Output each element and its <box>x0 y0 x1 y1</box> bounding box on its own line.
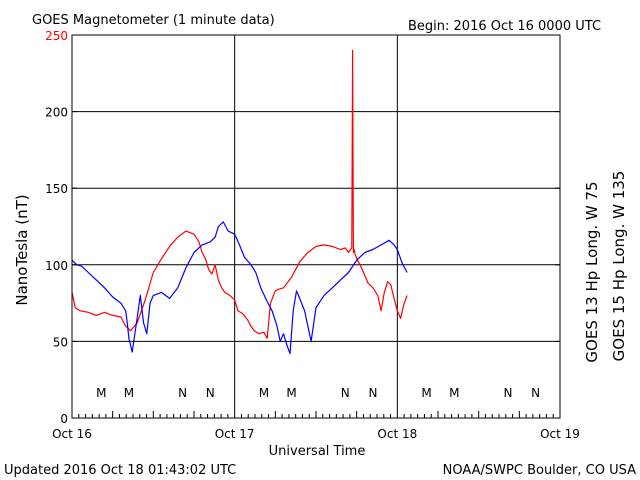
marker-n: N <box>368 386 377 400</box>
x-tick-label: Oct 19 <box>540 427 580 441</box>
begin-label: Begin: 2016 Oct 16 0000 UTC <box>408 19 601 34</box>
marker-m: M <box>449 386 459 400</box>
footer-credit: NOAA/SWPC Boulder, CO USA <box>443 463 636 478</box>
footer-updated: Updated 2016 Oct 18 01:43:02 UTC <box>4 463 236 478</box>
marker-m: M <box>259 386 269 400</box>
y-tick-label: 0 <box>60 412 68 426</box>
marker-n: N <box>531 386 540 400</box>
series-line-goes15 <box>71 221 408 355</box>
marker-m: M <box>286 386 296 400</box>
y-tick-label: 100 <box>45 259 68 273</box>
x-tick-label: Oct 17 <box>215 427 255 441</box>
y-tick-label: 150 <box>45 182 68 196</box>
axis-layer: 0 50 100 150 200 250 Oct 16 Oct 17 Oct 18 Oct 19 <box>45 29 580 441</box>
x-axis-label: Universal Time <box>269 444 366 459</box>
x-tick-label: Oct 16 <box>52 427 92 441</box>
marker-n: N <box>178 386 187 400</box>
y-tick-label: 200 <box>45 106 68 120</box>
marker-m: M <box>124 386 134 400</box>
y-tick-label: 50 <box>53 335 68 349</box>
y-tick-label: 250 <box>45 29 68 43</box>
y-axis-label: NanoTesla (nT) <box>13 194 31 305</box>
legend-series-goes13: GOES 13 Hp Long. W 75 <box>583 181 601 362</box>
marker-n: N <box>341 386 350 400</box>
x-tick-label: Oct 18 <box>377 427 417 441</box>
grid-layer <box>72 35 560 418</box>
marker-n: N <box>206 386 215 400</box>
series-line-goes13 <box>71 49 408 339</box>
series-layer <box>71 49 408 355</box>
chart-title: GOES Magnetometer (1 minute data) <box>32 13 275 28</box>
legend-series-goes15: GOES 15 Hp Long. W 135 <box>610 171 628 362</box>
marker-n: N <box>503 386 512 400</box>
marker-m: M <box>96 386 106 400</box>
marker-m: M <box>421 386 431 400</box>
